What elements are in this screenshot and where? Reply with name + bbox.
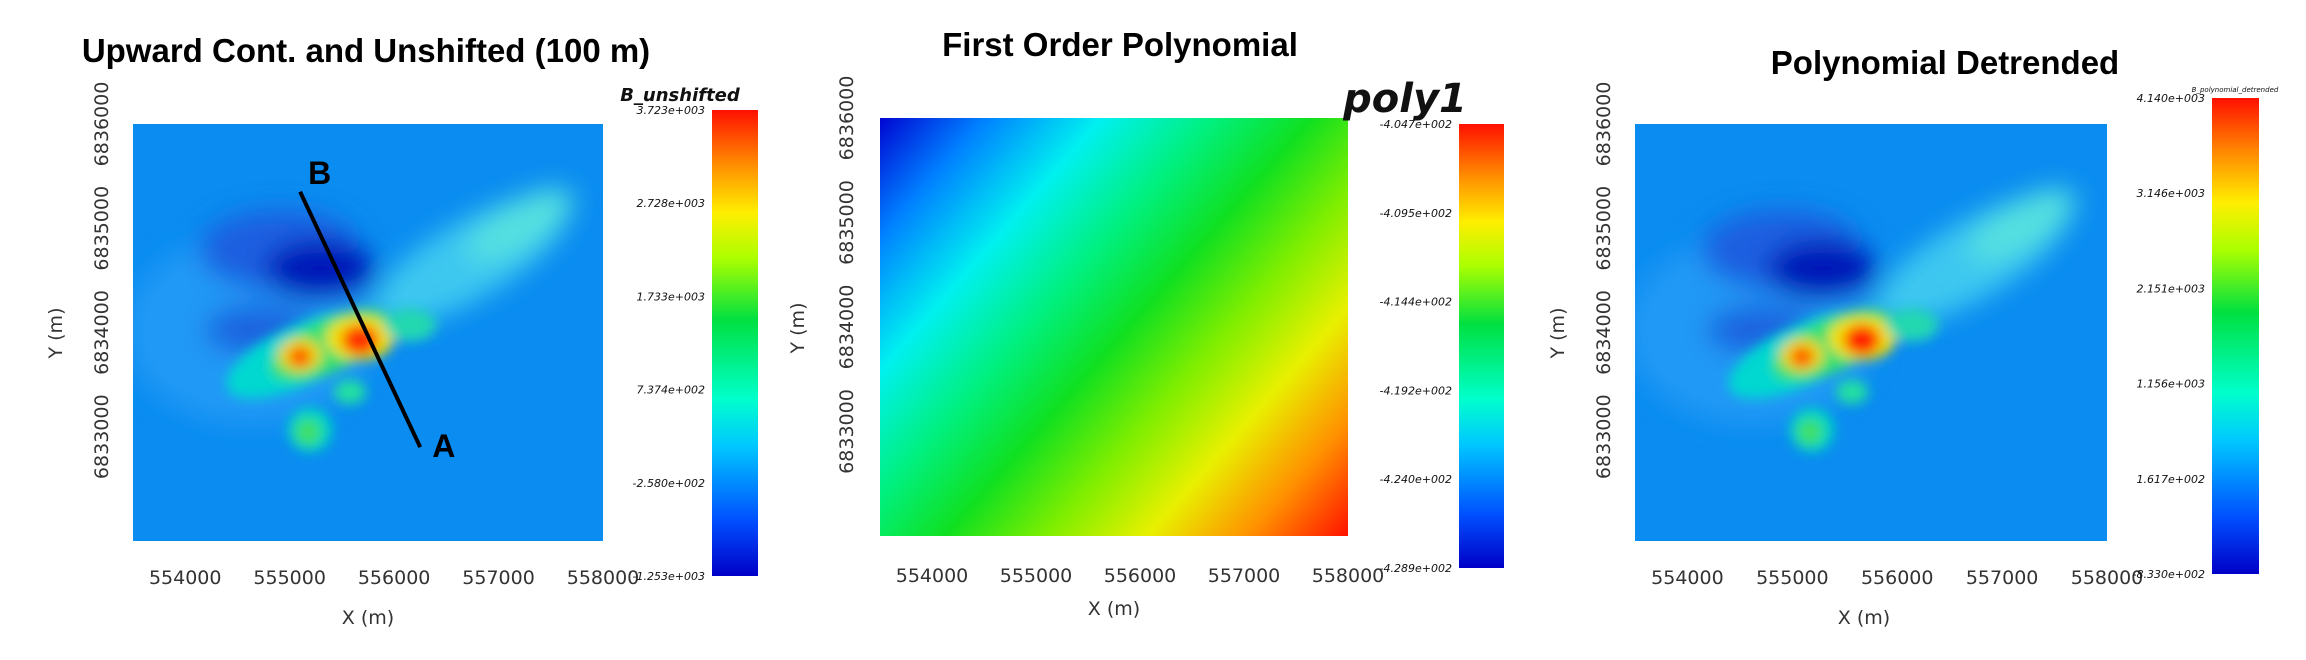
x-tick-label: 554000 xyxy=(896,565,969,587)
chart-upward-continued: Upward Cont. and Unshifted (100 m) xyxy=(45,32,758,629)
x-tick-labels: 554000 555000 556000 557000 558000 xyxy=(149,567,639,589)
profile-label-start: A xyxy=(432,428,455,464)
colorbar-tick-labels: 3.723e+003 2.728e+003 1.733e+003 7.374e+002… xyxy=(633,104,705,583)
colorbar-tick-label: 1.156e+003 xyxy=(2137,378,2205,391)
colorbar-tick-label: -4.240e+002 xyxy=(1380,473,1452,486)
x-tick-label: 555000 xyxy=(1000,565,1073,587)
x-tick-label: 557000 xyxy=(462,567,535,589)
panel-first-order-polynomial: First Order Polynomial 554000 555000 55600… xyxy=(760,0,1520,660)
profile-line xyxy=(298,190,423,449)
y-tick-label: 6836000 xyxy=(1593,82,1615,167)
y-tick-labels: 6833000 6834000 6835000 6836000 xyxy=(1593,82,1615,479)
chart-first-order-polynomial: First Order Polynomial 554000 555000 55600… xyxy=(787,26,1504,620)
y-tick-label: 6833000 xyxy=(1593,394,1615,479)
y-tick-label: 6834000 xyxy=(836,285,858,370)
chart-title: Upward Cont. and Unshifted (100 m) xyxy=(82,32,650,69)
x-tick-label: 558000 xyxy=(1312,565,1385,587)
colorbar-tick-label: -8.330e+002 xyxy=(2133,568,2205,581)
x-tick-labels: 554000 555000 556000 557000 558000 xyxy=(1651,567,2143,589)
y-tick-label: 6833000 xyxy=(91,394,113,479)
colorbar-tick-label: -1.253e+003 xyxy=(633,570,705,583)
x-tick-label: 557000 xyxy=(1208,565,1281,587)
y-axis-label: Y (m) xyxy=(1547,308,1569,360)
x-tick-label: 558000 xyxy=(2071,567,2144,589)
x-tick-label: 554000 xyxy=(1651,567,1724,589)
colorbar-label: B_unshifted xyxy=(620,85,741,106)
panel-polynomial-detrended: Polynomial Detrended xyxy=(1520,0,2306,660)
x-tick-label: 556000 xyxy=(1861,567,1934,589)
colorbar-tick-label: 2.151e+003 xyxy=(2137,282,2205,295)
chart-polynomial-detrended: Polynomial Detrended xyxy=(1547,44,2279,629)
chart-title: Polynomial Detrended xyxy=(1771,44,2119,81)
colorbar-tick-label: -2.580e+002 xyxy=(633,477,705,490)
y-tick-label: 6835000 xyxy=(836,180,858,265)
x-axis-label: X (m) xyxy=(1088,598,1140,620)
colorbar-tick-label: 4.140e+003 xyxy=(2137,92,2205,105)
colorbar xyxy=(712,110,758,576)
colorbar xyxy=(1459,124,1504,568)
colorbar-label: B_polynomial_detrended xyxy=(2192,86,2279,94)
chart-title: First Order Polynomial xyxy=(942,26,1298,63)
x-tick-label: 555000 xyxy=(253,567,326,589)
y-tick-label: 6834000 xyxy=(91,290,113,375)
x-tick-label: 556000 xyxy=(358,567,431,589)
colorbar-tick-label: -4.144e+002 xyxy=(1380,296,1452,309)
colorbar-tick-label: 3.146e+003 xyxy=(2137,187,2205,200)
y-tick-label: 6833000 xyxy=(836,389,858,474)
colorbar xyxy=(2212,98,2259,574)
heatmap-field xyxy=(880,118,1348,536)
y-tick-labels: 6833000 6834000 6835000 6836000 xyxy=(91,82,113,479)
y-tick-label: 6836000 xyxy=(91,82,113,167)
colorbar-label: poly1 xyxy=(1342,76,1467,122)
colorbar-tick-label: -4.192e+002 xyxy=(1380,384,1452,397)
y-axis-label: Y (m) xyxy=(787,303,809,355)
x-tick-label: 555000 xyxy=(1756,567,1829,589)
colorbar-tick-label: 1.733e+003 xyxy=(637,290,705,303)
y-tick-labels: 6833000 6834000 6835000 6836000 xyxy=(836,76,858,474)
profile-label-end: B xyxy=(308,155,331,191)
panel-upward-continued: Upward Cont. and Unshifted (100 m) xyxy=(0,0,760,660)
y-tick-label: 6835000 xyxy=(91,186,113,271)
colorbar-tick-labels: 4.140e+003 3.146e+003 2.151e+003 1.156e+003… xyxy=(2133,92,2205,581)
y-tick-label: 6836000 xyxy=(836,76,858,161)
y-tick-label: 6835000 xyxy=(1593,186,1615,271)
heatmap-field xyxy=(1635,124,2107,541)
x-tick-label: 557000 xyxy=(1966,567,2039,589)
y-tick-label: 6834000 xyxy=(1593,290,1615,375)
x-tick-label: 554000 xyxy=(149,567,222,589)
heatmap-field xyxy=(133,124,603,541)
colorbar-tick-labels: -4.047e+002 -4.095e+002 -4.144e+002 -4.192e… xyxy=(1380,118,1452,575)
y-axis-label: Y (m) xyxy=(45,308,67,360)
colorbar-tick-label: 3.723e+003 xyxy=(637,104,705,117)
colorbar-tick-label: -4.095e+002 xyxy=(1380,207,1452,220)
x-axis-label: X (m) xyxy=(1838,607,1890,629)
colorbar-tick-label: 2.728e+003 xyxy=(637,197,705,210)
colorbar-tick-label: 1.617e+002 xyxy=(2137,473,2205,486)
x-tick-label: 558000 xyxy=(567,567,640,589)
colorbar-tick-label: -4.047e+002 xyxy=(1380,118,1452,131)
colorbar-tick-label: 7.374e+002 xyxy=(637,384,705,397)
colorbar-tick-label: -4.289e+002 xyxy=(1380,562,1452,575)
x-axis-label: X (m) xyxy=(342,607,394,629)
x-tick-labels: 554000 555000 556000 557000 558000 xyxy=(896,565,1385,587)
x-tick-label: 556000 xyxy=(1104,565,1177,587)
